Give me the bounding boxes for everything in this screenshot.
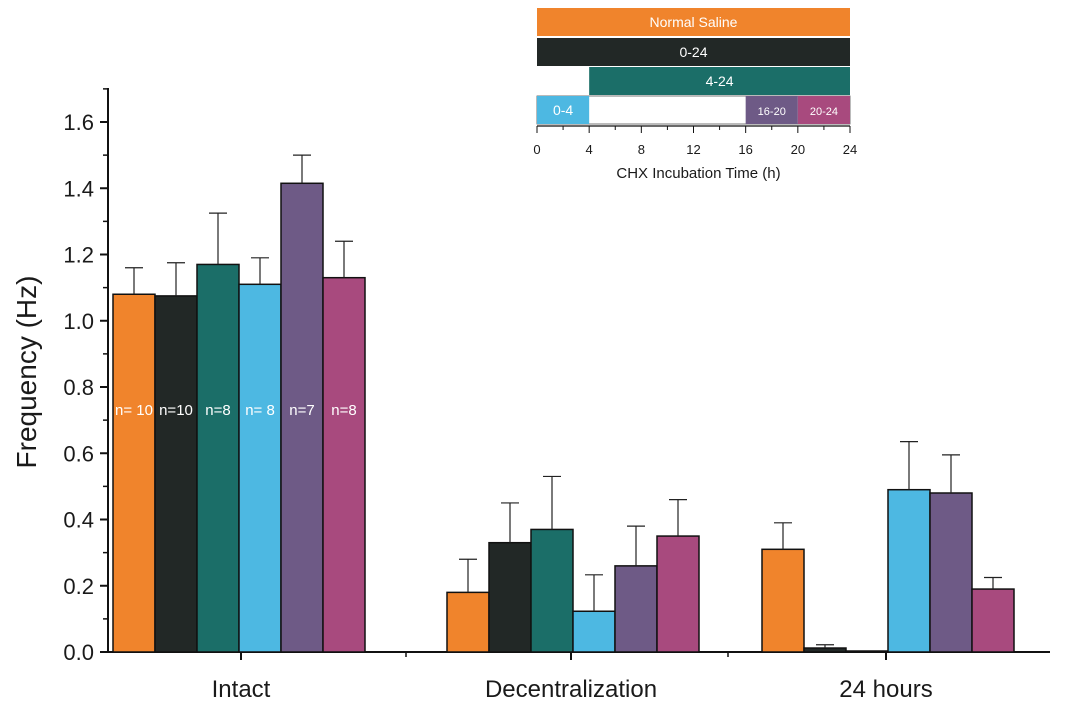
bar (971, 588, 1015, 653)
y-tick-label: 1.6 (63, 110, 94, 135)
legend-bar (589, 67, 850, 95)
legend-timeline: Normal Saline 0-24 4-24 0-4 16-20 20-24 0 4 8 12 1… (533, 8, 857, 182)
y-tick-label: 1.4 (63, 176, 94, 201)
n-label: n=10 (159, 402, 193, 419)
legend-bar (745, 96, 798, 124)
n-label: n=8 (331, 402, 356, 419)
bar (887, 488, 931, 653)
bar (614, 565, 658, 653)
legend-bar (797, 96, 850, 124)
y-axis-title: Frequency (Hz) (11, 276, 42, 469)
y-tick-label: 0.0 (63, 640, 94, 665)
legend-tick-label: 20 (791, 142, 805, 157)
n-label: n= 10 (115, 402, 153, 419)
bar (196, 263, 240, 653)
y-tick-label: 0.8 (63, 375, 94, 400)
bar (929, 492, 973, 653)
legend-bar (537, 96, 590, 124)
bar (761, 548, 805, 653)
legend-bar-label: Normal Saline (650, 14, 738, 30)
legend-tick-label: 8 (638, 142, 645, 157)
y-tick-label: 1.0 (63, 309, 94, 334)
legend-bar (537, 38, 850, 66)
legend-tick-label: 16 (738, 142, 752, 157)
bar (530, 528, 574, 653)
legend-tick-label: 4 (586, 142, 593, 157)
n-label: n=7 (289, 402, 314, 419)
y-tick-label: 0.6 (63, 441, 94, 466)
x-category-label: Intact (212, 676, 271, 702)
y-tick-label: 1.2 (63, 243, 94, 268)
bar (803, 647, 847, 653)
bar (656, 535, 700, 653)
legend-bar-label: 0-24 (679, 44, 707, 60)
legend-tick-label: 12 (686, 142, 700, 157)
bar (238, 283, 282, 653)
bar (446, 591, 490, 653)
bar (845, 650, 889, 653)
legend-bar (537, 8, 850, 36)
n-label: n= 8 (245, 402, 275, 419)
legend-bar-label: 20-24 (810, 106, 838, 118)
legend-bar-label: 0-4 (553, 102, 573, 118)
bar (572, 610, 616, 653)
legend-axis-title: CHX Incubation Time (h) (616, 165, 780, 182)
legend-tick-label: 24 (843, 142, 857, 157)
bar (112, 293, 156, 653)
y-tick-label: 0.4 (63, 508, 94, 533)
legend-bar-label: 4-24 (706, 73, 734, 89)
n-label: n=8 (205, 402, 230, 419)
x-category-label: Decentralization (485, 676, 657, 702)
bar (322, 276, 366, 653)
legend-bar-label: 16-20 (758, 106, 786, 118)
chart-bars: n= 10 n=10 n=8 n= 8 n=7 n=8 (112, 154, 1015, 653)
legend-tick-label: 0 (533, 142, 540, 157)
x-category-label: 24 hours (839, 676, 932, 702)
bar (154, 295, 198, 653)
y-tick-label: 0.2 (63, 574, 94, 599)
bar (488, 541, 532, 653)
